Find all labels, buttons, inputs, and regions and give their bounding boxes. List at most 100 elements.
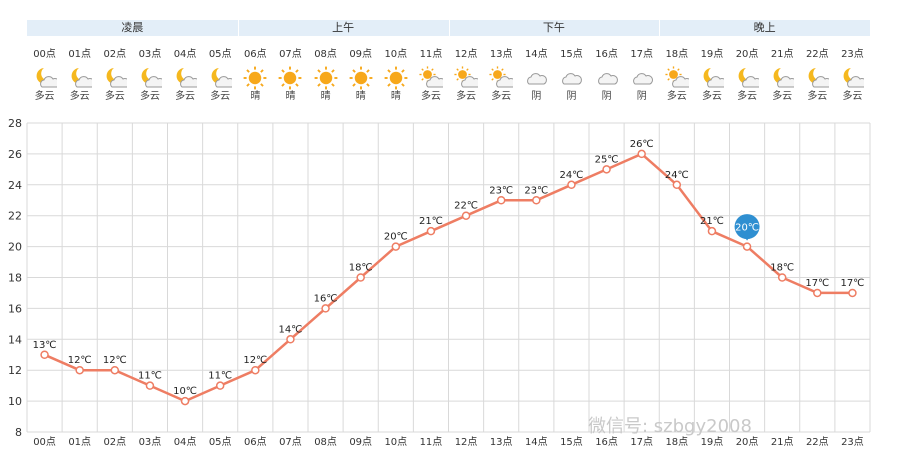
data-point[interactable] bbox=[391, 242, 401, 251]
hour-label: 14点 bbox=[524, 49, 548, 60]
hour-column: 12点 多云 bbox=[448, 48, 484, 104]
data-point[interactable] bbox=[707, 226, 717, 236]
hour-column: 15点阴 bbox=[553, 48, 589, 104]
data-label: 21℃ bbox=[700, 216, 724, 227]
partly-cloudy-night-icon bbox=[173, 66, 201, 90]
data-label: 16℃ bbox=[314, 293, 338, 304]
weather-description: 阴 bbox=[531, 91, 542, 102]
weather-description: 多云 bbox=[34, 91, 55, 102]
weather-description: 晴 bbox=[250, 91, 261, 102]
data-point[interactable] bbox=[461, 211, 471, 220]
hour-column: 00点多云 bbox=[27, 48, 63, 104]
hour-label: 09点 bbox=[349, 49, 373, 60]
x-tick-label: 23点 bbox=[841, 436, 864, 448]
x-tick-label: 15点 bbox=[560, 436, 583, 448]
data-point[interactable] bbox=[251, 365, 260, 375]
x-tick-label: 04点 bbox=[174, 436, 197, 448]
period-bar: 凌晨 上午 下午 晚上 bbox=[27, 20, 870, 36]
x-tick-label: 10点 bbox=[384, 436, 407, 448]
data-label: 14℃ bbox=[278, 324, 302, 335]
sun-icon bbox=[278, 66, 302, 90]
x-tick-label: 01点 bbox=[68, 436, 91, 448]
data-point[interactable] bbox=[215, 381, 225, 390]
data-label: 25℃ bbox=[595, 154, 619, 165]
data-point[interactable] bbox=[567, 180, 576, 190]
weather-description: 晴 bbox=[355, 91, 366, 102]
cloud-icon bbox=[559, 66, 583, 90]
data-label: 11℃ bbox=[138, 371, 162, 382]
y-tick-label: 14 bbox=[8, 333, 22, 346]
weather-description: 晴 bbox=[390, 91, 401, 102]
weather-description: 多云 bbox=[139, 91, 160, 102]
x-tick-label: 19点 bbox=[701, 436, 724, 448]
x-tick-label: 13点 bbox=[490, 436, 513, 448]
hour-column: 18点多云 bbox=[659, 48, 695, 104]
hour-column: 11点 多云 bbox=[413, 48, 449, 104]
hour-label: 12点 bbox=[454, 49, 478, 60]
data-label: 18℃ bbox=[770, 263, 794, 274]
y-tick-label: 18 bbox=[8, 272, 22, 285]
partly-cloudy-day-icon bbox=[489, 66, 517, 90]
hour-label: 05点 bbox=[208, 49, 232, 60]
data-point[interactable] bbox=[75, 365, 84, 375]
hour-label: 01点 bbox=[68, 49, 92, 60]
hour-column: 23点 多云 bbox=[834, 48, 870, 104]
data-label: 13℃ bbox=[33, 340, 57, 351]
partly-cloudy-day-icon bbox=[419, 66, 446, 90]
weather-description: 晴 bbox=[320, 91, 331, 102]
hour-label: 18点 bbox=[665, 49, 689, 60]
partly-cloudy-day-icon bbox=[665, 66, 692, 90]
cloud-icon bbox=[524, 66, 548, 90]
data-point[interactable] bbox=[777, 273, 787, 282]
weather-description: 多云 bbox=[69, 91, 90, 102]
partly-cloudy-night-icon bbox=[138, 66, 165, 90]
weather-description: 阴 bbox=[636, 91, 647, 102]
hour-column: 09点晴 bbox=[343, 48, 379, 104]
data-label: 11℃ bbox=[208, 371, 232, 382]
data-label: 24℃ bbox=[559, 170, 583, 181]
x-tick-label: 21点 bbox=[771, 436, 794, 448]
hour-column: 08点晴 bbox=[308, 48, 344, 104]
hour-label: 13点 bbox=[489, 49, 513, 60]
highlight-bubble[interactable] bbox=[734, 214, 760, 240]
x-tick-label: 00点 bbox=[33, 436, 56, 448]
hour-label: 17点 bbox=[630, 49, 654, 60]
hour-label: 00点 bbox=[33, 49, 56, 60]
x-tick-label: 06点 bbox=[244, 436, 267, 448]
data-label: 20℃ bbox=[384, 232, 408, 243]
sun-icon bbox=[349, 66, 373, 90]
weather-description: 阴 bbox=[601, 91, 612, 102]
period-divider bbox=[659, 20, 661, 36]
hour-column: 04点 多云 bbox=[167, 48, 203, 104]
data-point[interactable] bbox=[356, 273, 365, 282]
data-point[interactable] bbox=[742, 242, 752, 251]
data-point[interactable] bbox=[848, 288, 857, 298]
weather-description: 多云 bbox=[491, 91, 512, 102]
y-tick-label: 10 bbox=[8, 395, 22, 408]
hour-label: 20点 bbox=[735, 49, 759, 60]
hour-column: 10点晴 bbox=[378, 48, 414, 104]
y-tick-label: 24 bbox=[8, 179, 22, 192]
data-label: 20℃ bbox=[735, 223, 759, 234]
data-point[interactable] bbox=[813, 288, 822, 298]
data-point[interactable] bbox=[532, 196, 541, 205]
weather-description: 多云 bbox=[666, 91, 687, 102]
data-point[interactable] bbox=[496, 196, 506, 205]
data-point[interactable] bbox=[286, 335, 295, 344]
x-tick-label: 18点 bbox=[665, 436, 688, 448]
watermark: 微信号: szbgy2008 bbox=[588, 416, 752, 437]
data-point[interactable] bbox=[637, 149, 646, 159]
data-point[interactable] bbox=[321, 304, 330, 313]
data-point[interactable] bbox=[602, 165, 611, 174]
data-point[interactable] bbox=[110, 365, 120, 375]
sun-icon bbox=[314, 66, 338, 90]
weather-description: 多云 bbox=[210, 91, 231, 102]
data-point[interactable] bbox=[40, 350, 49, 359]
data-point[interactable] bbox=[180, 396, 190, 406]
data-point[interactable] bbox=[426, 226, 436, 236]
data-point[interactable] bbox=[145, 381, 155, 390]
data-point[interactable] bbox=[672, 180, 682, 190]
hour-label: 02点 bbox=[103, 49, 127, 60]
weather-description: 多云 bbox=[842, 91, 863, 102]
